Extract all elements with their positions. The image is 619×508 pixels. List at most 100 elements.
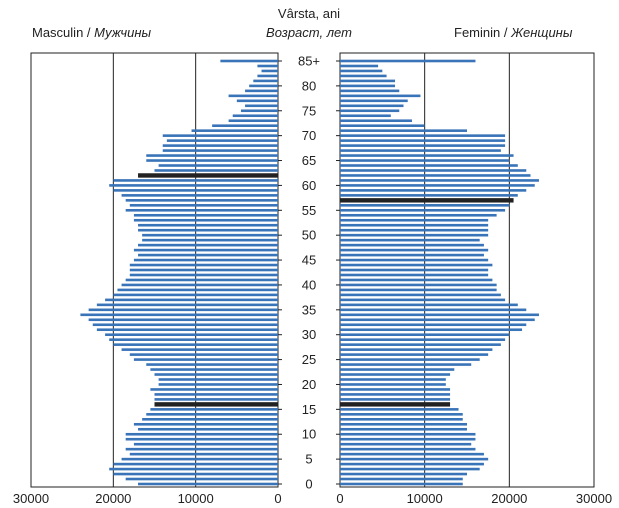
male-bar-age-0: [138, 482, 278, 486]
male-bar-age-48: [138, 243, 278, 247]
male-bar-age-70: [162, 134, 278, 137]
male-bar-age-38: [113, 293, 278, 297]
male-bar-age-31: [96, 328, 278, 332]
male-bar-age-24: [146, 363, 278, 366]
female-bar-age-6: [340, 452, 484, 456]
female-bar-age-47: [340, 248, 489, 252]
female-bar-age-79: [340, 89, 400, 93]
female-bar-age-14: [340, 413, 463, 416]
male-bar-age-30: [105, 333, 278, 337]
male-bar-age-64: [158, 164, 278, 167]
age-tick-label: 65: [302, 153, 316, 168]
male-bar-age-1: [125, 477, 278, 481]
female-bar-age-30: [340, 333, 510, 337]
female-bar-age-45: [340, 258, 489, 262]
female-bar-age-44: [340, 263, 493, 267]
female-bar-age-42: [340, 273, 489, 277]
male-bar-age-72: [212, 124, 278, 127]
male-bar-age-47: [133, 248, 278, 252]
male-bar-age-43: [129, 268, 278, 272]
female-bar-age-83: [340, 69, 383, 73]
male-bar-age-14: [146, 413, 278, 416]
male-bar-age-36: [96, 303, 278, 307]
female-bar-age-43: [340, 268, 489, 272]
female-bar-age-56: [340, 204, 510, 207]
male-bar-age-22: [154, 373, 278, 376]
male-bar-age-10: [125, 432, 278, 436]
female-bar-age-32: [340, 323, 527, 327]
male-bar-age-18: [154, 393, 278, 396]
male-bar-age-80: [249, 84, 278, 88]
male-bar-age-74: [232, 114, 278, 118]
male-bar-age-15: [150, 408, 278, 411]
male-bar-age-42: [129, 273, 278, 277]
female-bar-age-16: [340, 402, 451, 407]
female-bar-age-64: [340, 164, 518, 167]
male-bar-age-29: [109, 338, 278, 341]
female-bar-age-62: [340, 174, 531, 177]
age-tick-label: 80: [302, 78, 316, 93]
female-bar-age-26: [340, 353, 489, 356]
male-bar-age-78: [228, 94, 278, 98]
female-bar-age-72: [340, 124, 425, 127]
male-bar-age-75: [240, 109, 278, 113]
male-bar-age-37: [105, 298, 278, 302]
male-bar-age-44: [129, 263, 278, 267]
male-bar-age-33: [88, 318, 278, 322]
age-tick-label: 40: [302, 277, 316, 292]
male-bar-age-5: [121, 457, 278, 461]
female-bar-age-3: [340, 467, 480, 471]
female-bar-age-20: [340, 383, 446, 386]
male-bar-age-49: [142, 238, 278, 242]
age-tick-label: 30: [302, 327, 316, 342]
female-bar-age-74: [340, 114, 391, 118]
female-bar-age-71: [340, 129, 467, 132]
female-bar-age-80: [340, 84, 396, 88]
female-bar-age-19: [340, 388, 451, 391]
male-bar-age-59: [113, 189, 278, 192]
male-bar-age-53: [133, 218, 278, 222]
age-tick-label: 10: [302, 427, 316, 442]
male-bar-age-16: [154, 402, 278, 407]
male-bar-age-79: [245, 89, 278, 93]
male-bar-age-50: [142, 233, 278, 237]
female-x-tick-label: 20000: [491, 491, 527, 506]
male-bar-age-26: [129, 353, 278, 356]
male-bar-age-46: [138, 253, 278, 257]
female-bar-age-46: [340, 253, 484, 257]
male-bar-age-57: [125, 199, 278, 202]
male-x-tick-label: 10000: [178, 491, 214, 506]
female-bar-age-22: [340, 373, 451, 376]
male-bar-age-25: [133, 358, 278, 361]
male-bar-age-84: [257, 64, 278, 68]
male-bar-age-11: [138, 427, 278, 431]
age-tick-label: 20: [302, 377, 316, 392]
male-bars: [80, 59, 279, 486]
female-bar-age-1: [340, 477, 463, 481]
male-bar-age-51: [138, 228, 278, 232]
male-bar-age-32: [92, 323, 278, 327]
male-x-tick-label: 0: [274, 491, 281, 506]
male-bar-age-66: [146, 154, 278, 157]
male-bar-age-63: [154, 169, 278, 172]
female-bar-age-15: [340, 408, 459, 411]
male-bar-age-4: [113, 462, 278, 466]
female-bar-age-7: [340, 447, 476, 451]
female-bar-age-38: [340, 293, 501, 297]
male-x-tick-label: 20000: [95, 491, 131, 506]
male-bar-age-61: [113, 179, 278, 182]
age-tick-label: 35: [302, 302, 316, 317]
female-bar-age-53: [340, 218, 489, 222]
female-bar-age-77: [340, 99, 408, 103]
male-bar-age-23: [150, 368, 278, 371]
female-bar-age-49: [340, 238, 480, 242]
x-axis: 30000 20000 10000 0 0 10000 20000 30000: [13, 491, 612, 506]
female-bar-age-25: [340, 358, 480, 361]
female-bar-age-36: [340, 303, 518, 307]
age-tick-label: 75: [302, 103, 316, 118]
age-tick-label: 15: [302, 402, 316, 417]
age-tick-label: 0: [305, 477, 312, 492]
female-bar-age-59: [340, 189, 527, 192]
female-bar-age-68: [340, 144, 506, 147]
female-bar-age-51: [340, 228, 489, 232]
